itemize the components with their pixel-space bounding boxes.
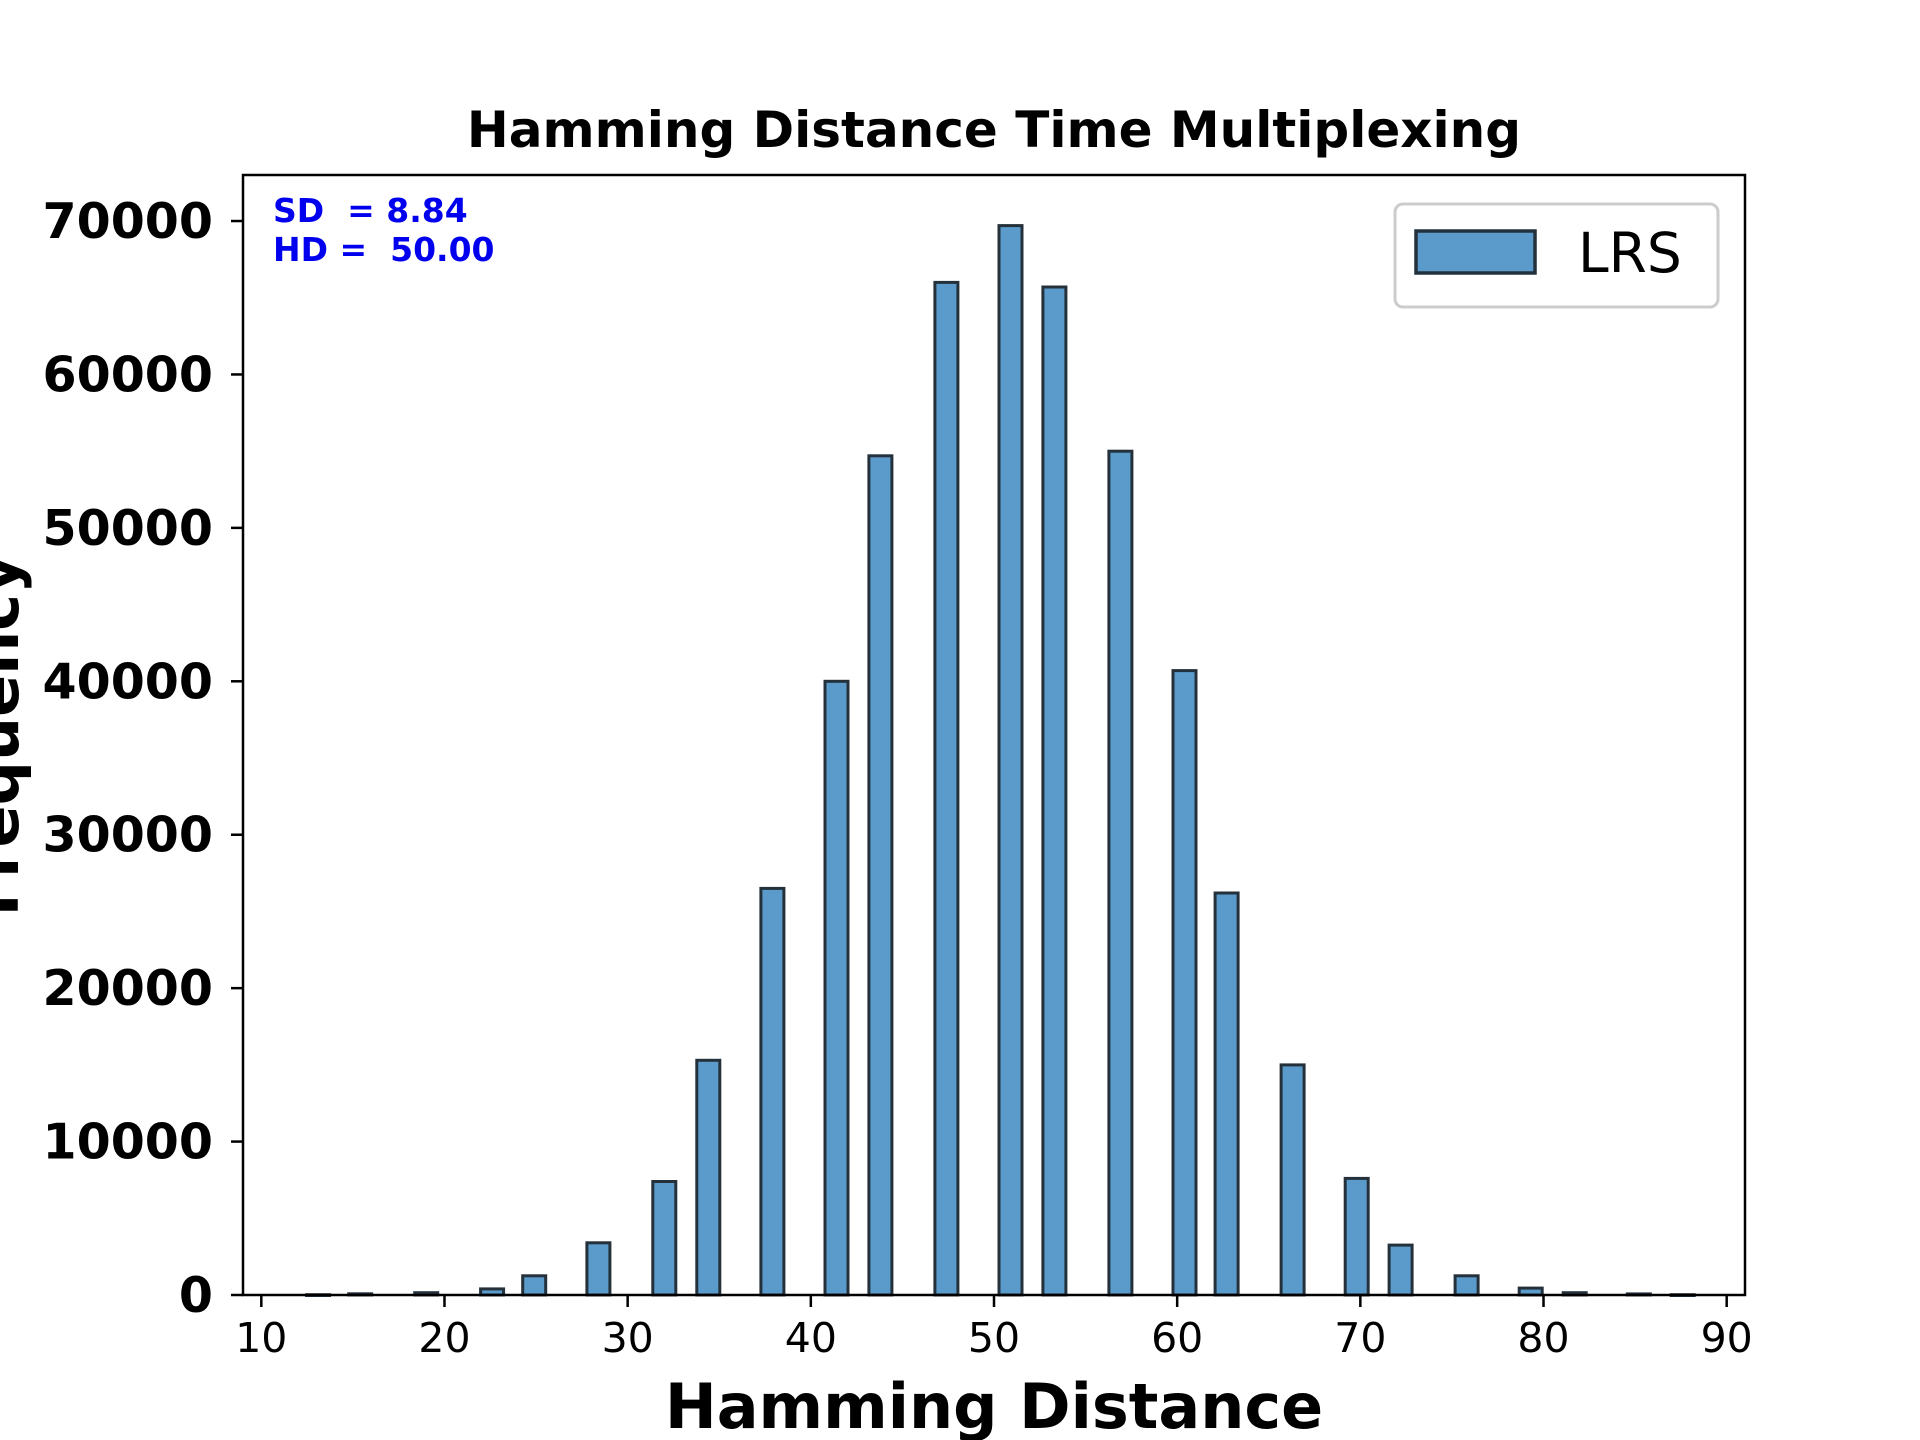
legend: LRS: [1393, 202, 1720, 309]
x-tick-label: 80: [1517, 1314, 1569, 1362]
bar-hd-41.4: [823, 679, 850, 1297]
sd-annotation: SD = 8.84: [273, 191, 468, 230]
bar-hd-34.4: [695, 1058, 722, 1297]
bar-hd-56.9: [1107, 449, 1134, 1297]
chart-title: Hamming Distance Time Multiplexing: [467, 101, 1521, 159]
bar-hd-50.9: [997, 224, 1024, 1297]
bar-group: [305, 224, 1696, 1297]
bar-hd-60.4: [1171, 669, 1198, 1297]
x-tick-label: 70: [1334, 1314, 1386, 1362]
bar-hd-53.3: [1041, 285, 1068, 1297]
y-tick-label: 30000: [43, 807, 213, 864]
bar-hd-47.4: [933, 280, 960, 1297]
y-tick-label: 20000: [43, 960, 213, 1017]
y-axis-ticks: 0 10000 20000 30000 40000 50000 60000 70000: [43, 193, 243, 1324]
hd-annotation: HD = 50.00: [273, 230, 495, 269]
x-axis-ticks: 10 20 30 40 50 60 70 80 90: [235, 1295, 1753, 1362]
y-tick-label: 0: [179, 1267, 213, 1324]
bar-hd-75.8: [1453, 1274, 1480, 1297]
x-tick-label: 90: [1701, 1314, 1753, 1362]
bar-hd-69.8: [1343, 1176, 1370, 1297]
y-tick-label: 40000: [43, 653, 213, 710]
y-axis-label: Frequency: [0, 554, 33, 917]
y-tick-label: 70000: [43, 193, 213, 250]
bar-hd-28.4: [585, 1241, 612, 1297]
x-tick-label: 60: [1151, 1314, 1203, 1362]
x-tick-label: 40: [785, 1314, 837, 1362]
bar-hd-62.7: [1213, 891, 1240, 1297]
y-tick-label: 10000: [43, 1114, 213, 1171]
bar-hd-37.9: [759, 886, 786, 1297]
bar-hd-24.9: [521, 1274, 548, 1297]
x-axis-label: Hamming Distance: [665, 1370, 1323, 1440]
bar-hd-72.2: [1387, 1243, 1414, 1297]
y-tick-label: 60000: [43, 346, 213, 403]
legend-label-lrs: LRS: [1578, 221, 1682, 285]
y-tick-label: 50000: [43, 500, 213, 557]
x-tick-label: 50: [968, 1314, 1020, 1362]
x-tick-label: 20: [418, 1314, 470, 1362]
x-tick-label: 30: [602, 1314, 654, 1362]
bar-hd-66.3: [1279, 1063, 1306, 1297]
x-tick-label: 10: [235, 1314, 287, 1362]
legend-swatch-lrs: [1414, 229, 1537, 275]
plot-area: [243, 175, 1745, 1295]
bar-hd-43.8: [867, 454, 894, 1297]
bar-hd-32: [651, 1180, 678, 1297]
